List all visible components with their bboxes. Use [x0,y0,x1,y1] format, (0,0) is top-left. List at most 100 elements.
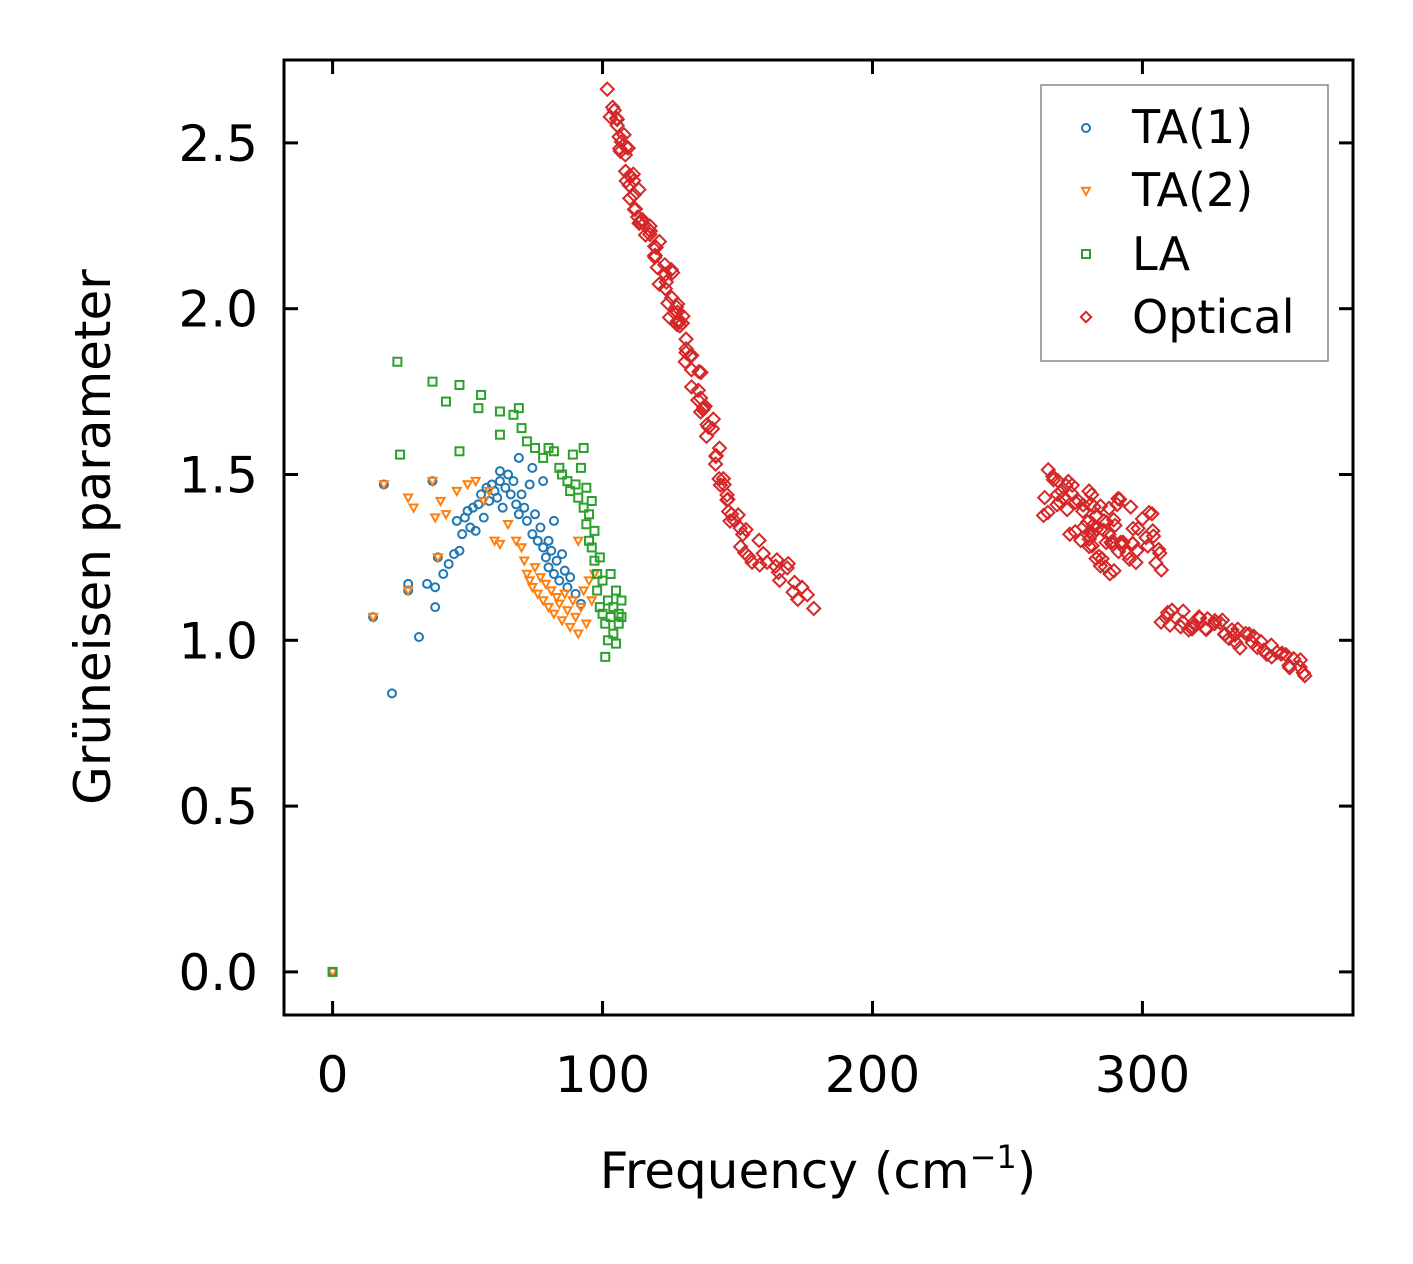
x-axis-label-main: Frequency (cm [600,1142,970,1200]
data-point [1139,538,1156,554]
series-ta-2 [326,476,601,978]
x-tick-label: 200 [825,1046,920,1104]
data-point [651,233,668,250]
data-point [443,559,454,570]
data-point [430,602,441,613]
data-point [1151,545,1168,562]
data-point [543,535,554,546]
data-point [540,579,552,590]
data-point [1153,562,1170,578]
data-point [1296,667,1313,684]
data-point [519,502,530,513]
data-point [693,364,709,381]
data-point [551,555,562,566]
data-point [526,583,539,594]
data-point [1125,520,1142,537]
data-point [1164,602,1180,619]
data-point [1092,498,1109,514]
data-point [532,535,543,546]
data-point [538,542,549,553]
data-point [1084,537,1101,554]
data-point [1098,534,1115,551]
data-point [740,548,757,565]
legend-markers [1079,123,1093,324]
y-axis-label: Grüneisen parameter [64,269,122,805]
y-tick-label: 1.0 [178,612,258,670]
data-point [327,966,338,977]
data-point [751,532,767,549]
data-point [1159,604,1176,621]
data-point [715,470,732,487]
data-point [413,631,424,642]
legend-marker-triangle [1080,186,1092,198]
data-point [690,382,707,399]
data-point [719,487,735,503]
data-point [599,81,616,98]
data-point [602,595,613,606]
data-point [367,612,379,624]
data-point [516,423,527,434]
data-point [711,440,728,457]
data-point [605,568,616,579]
x-axis-label-end: ) [1017,1142,1037,1200]
data-point [1124,535,1141,552]
data-point [1067,494,1084,511]
data-point [575,462,586,473]
data-point [545,586,557,597]
data-point [600,618,611,629]
data-point [1035,507,1052,524]
data-point [494,406,505,417]
data-point [537,596,549,607]
data-point [1191,609,1208,625]
data-point [1141,504,1157,521]
data-point [594,552,605,563]
legend-label-ta1: TA(1) [1131,100,1253,154]
data-point [530,442,541,453]
data-point [529,563,541,574]
data-point [732,520,749,537]
data-point [478,496,490,508]
data-point [432,553,444,564]
data-point [577,586,590,597]
data-point [521,515,532,526]
data-point [567,596,579,607]
data-point [592,568,603,579]
data-point [744,554,760,571]
x-axis-label-sup: −1 [970,1138,1017,1176]
data-point [1122,499,1139,515]
data-point [542,602,555,614]
data-point [1144,522,1161,539]
data-point [1229,621,1246,638]
data-point [457,529,468,540]
data-point [669,296,686,312]
data-point [546,545,557,556]
data-point [669,313,686,330]
series-optical [599,81,1313,684]
data-point [1292,651,1309,668]
data-point [478,512,489,523]
data-point [779,559,796,576]
data-point [594,602,605,613]
data-point [440,396,451,407]
data-point [634,211,651,228]
data-point [513,509,524,520]
data-point [1081,538,1098,555]
data-point [732,538,749,555]
data-point [473,403,484,414]
data-point [572,536,584,547]
data-point [1051,493,1068,510]
data-point [642,218,658,235]
data-point [586,596,598,607]
data-point [581,519,592,530]
data-point [565,572,576,583]
data-point [530,509,541,520]
data-point [584,509,595,520]
data-point [1127,554,1144,571]
data-point [1075,497,1092,513]
data-point [502,520,514,531]
legend: TA(1) TA(2) LA Optical [1040,84,1329,362]
data-point [554,462,565,473]
data-point [523,576,536,587]
data-point [1245,628,1262,645]
